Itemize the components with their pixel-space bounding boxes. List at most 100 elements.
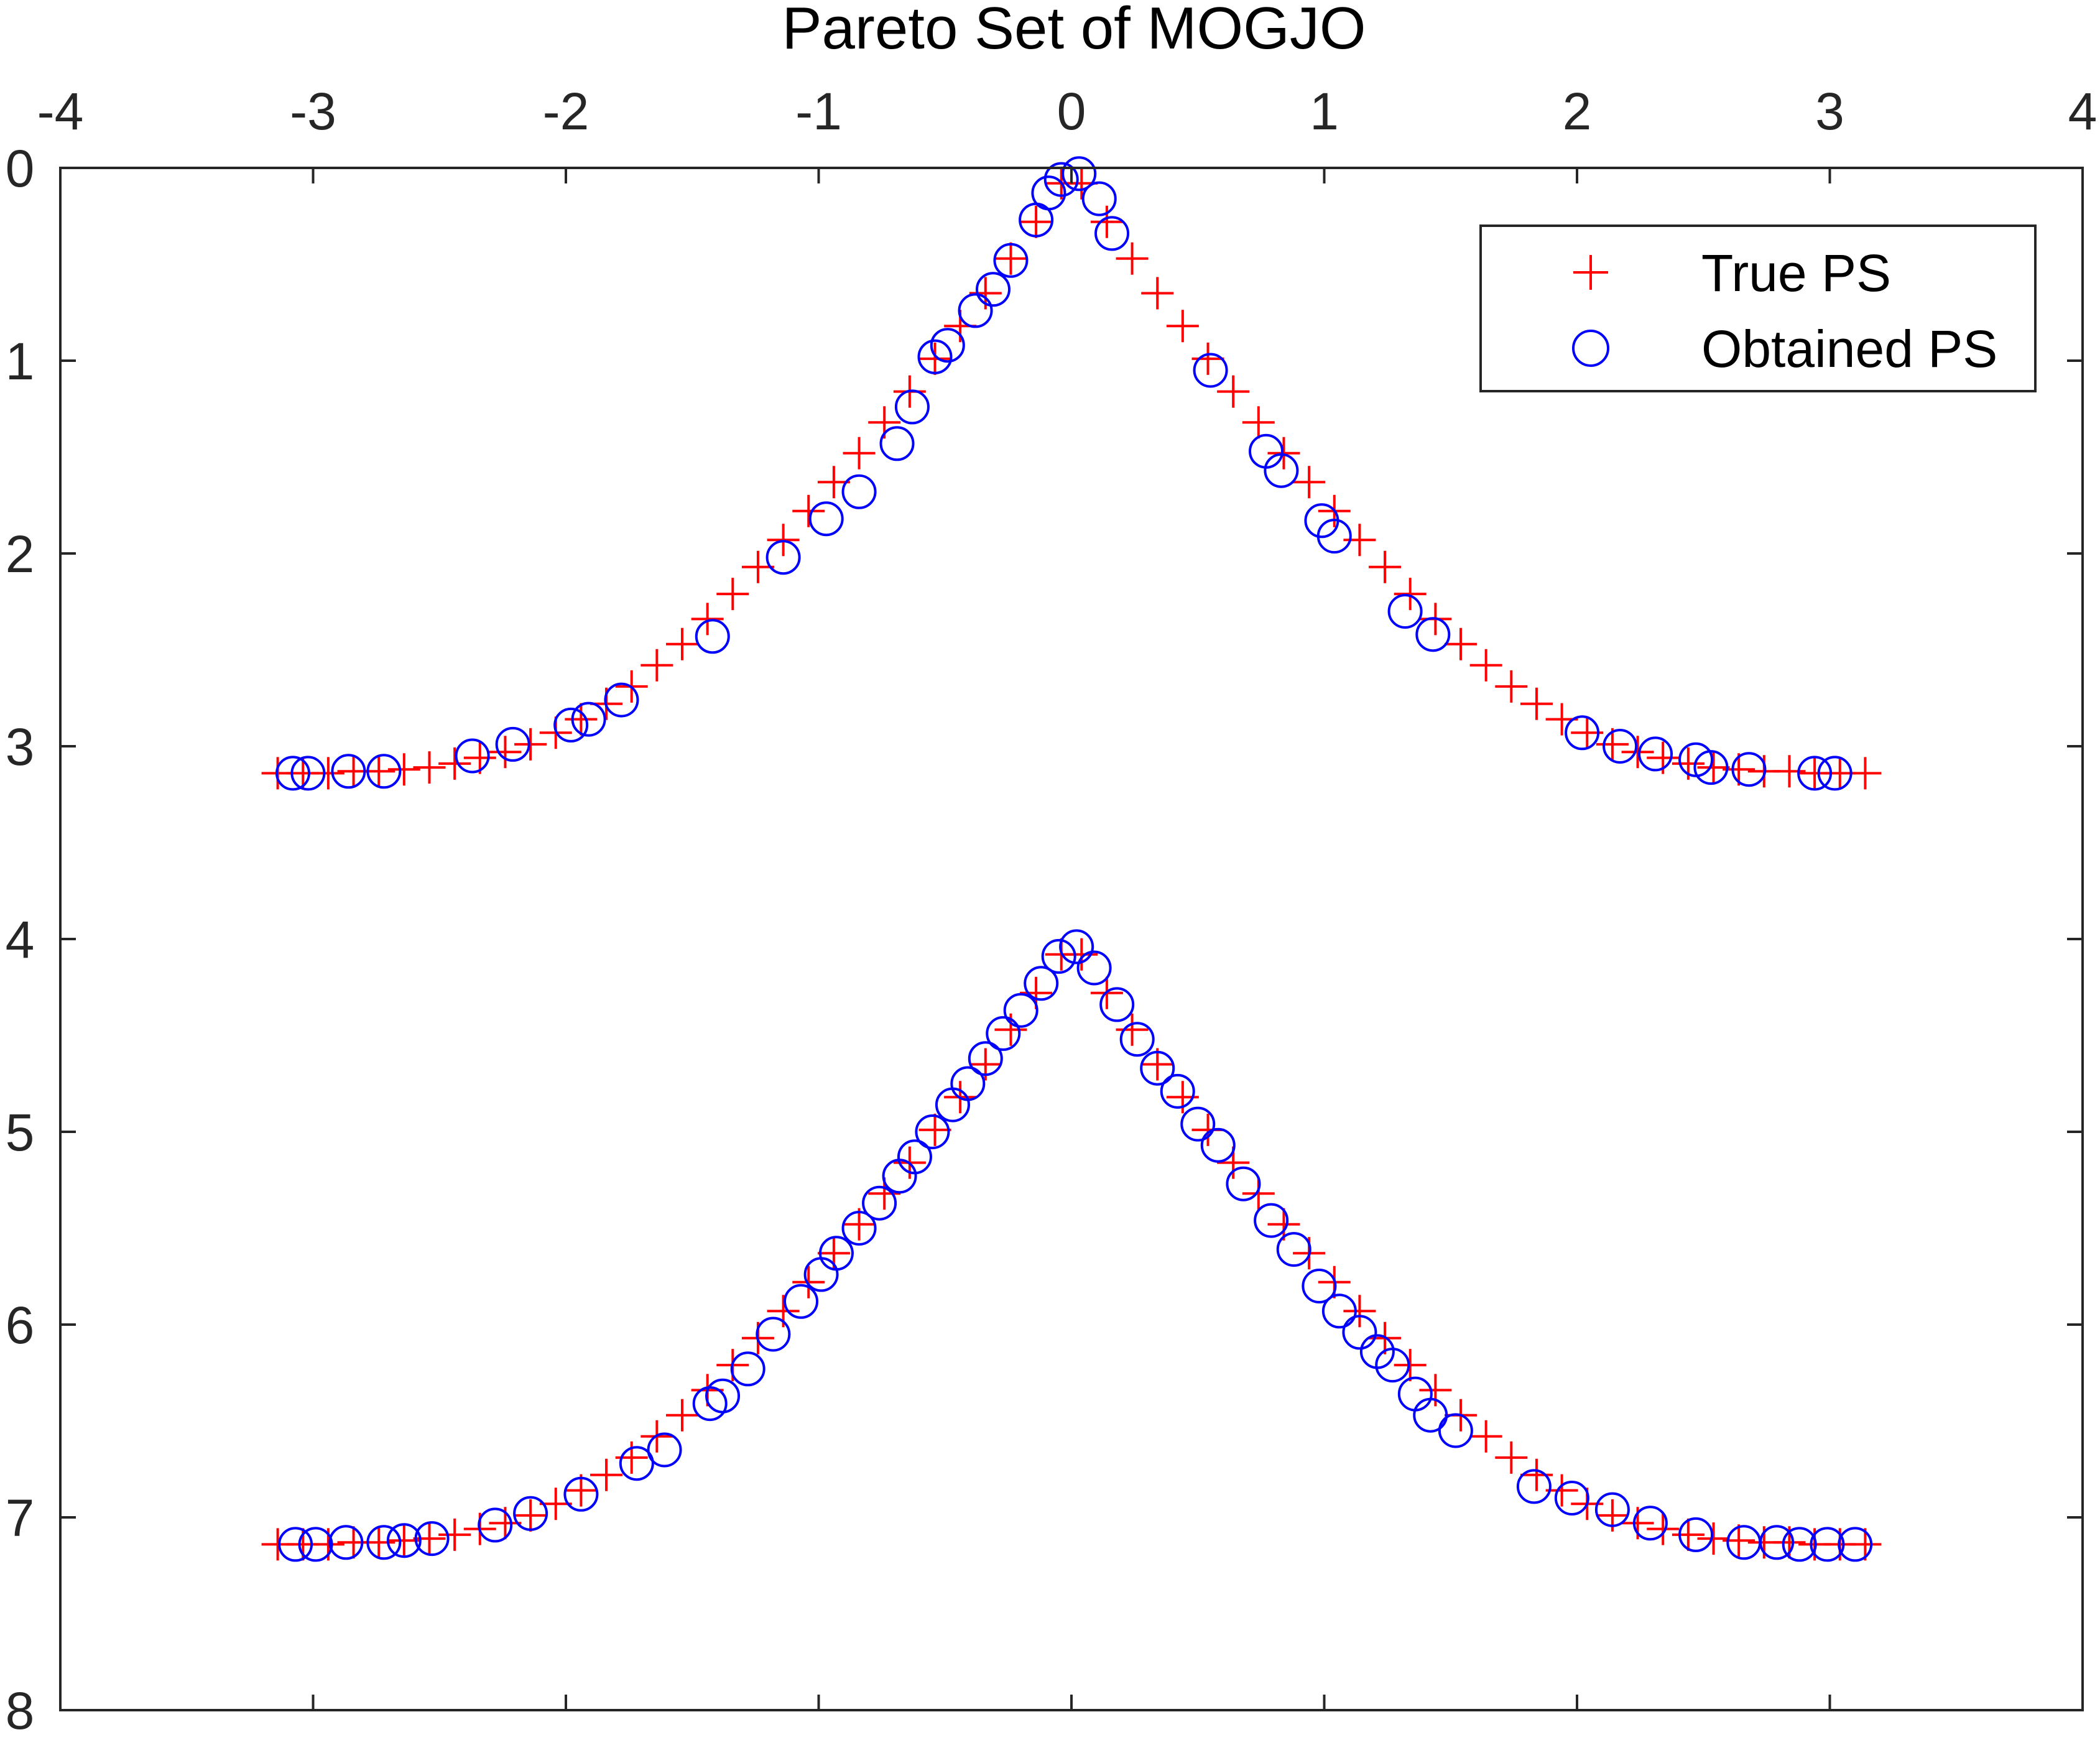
obtained-ps-point — [975, 272, 1011, 307]
true-ps-point — [994, 242, 1027, 275]
true-ps-point — [918, 342, 951, 375]
obtained-ps-point — [1810, 1527, 1845, 1562]
true-ps-point — [1849, 1528, 1882, 1561]
obtained-ps-point — [862, 1185, 897, 1221]
obtained-ps-point — [818, 1236, 854, 1271]
obtained-ps-point — [1603, 729, 1638, 764]
true-ps-point — [565, 703, 598, 736]
true-ps-point — [1545, 1474, 1578, 1507]
plot-marks — [261, 156, 1882, 1562]
obtained-ps-point — [1387, 594, 1423, 629]
obtained-ps-point — [414, 1521, 450, 1557]
true-ps-point — [1020, 205, 1053, 238]
obtained-ps-point — [705, 1378, 741, 1414]
y-tick-label: 3 — [6, 718, 35, 776]
obtained-ps-point — [1678, 1517, 1714, 1552]
true-ps-point — [1369, 550, 1402, 583]
true-ps-point — [1141, 277, 1174, 310]
true-ps-point — [1773, 755, 1806, 788]
obtained-ps-point — [986, 1016, 1021, 1051]
true-ps-point — [413, 751, 446, 784]
obtained-ps-point — [275, 756, 310, 791]
obtained-ps-point — [1119, 1022, 1155, 1057]
obtained-ps-point — [1838, 1527, 1873, 1562]
obtained-ps-point — [1226, 1166, 1261, 1201]
true-ps-point — [1065, 938, 1098, 971]
obtained-ps-point — [756, 1317, 791, 1352]
obtained-ps-point — [1024, 966, 1059, 1001]
obtained-ps-point — [1438, 1413, 1473, 1448]
obtained-ps-point — [1565, 715, 1600, 751]
obtained-ps-point — [1302, 1269, 1337, 1303]
obtained-ps-point — [1632, 1506, 1668, 1541]
obtained-ps-point — [298, 1527, 333, 1562]
true-ps-point — [641, 649, 673, 682]
true-ps-point — [1267, 437, 1300, 470]
true-ps-point — [691, 603, 724, 636]
tick-labels: -4 -3 -2 -1 0 1 2 3 4 0 1 2 3 4 5 6 7 8 — [6, 82, 2098, 1740]
y-tick-label: 7 — [6, 1489, 35, 1547]
true-ps-point — [1520, 687, 1553, 720]
true-ps-point — [1217, 375, 1250, 408]
y-tick-label: 1 — [6, 332, 35, 391]
true-ps-point — [1469, 1420, 1502, 1453]
obtained-ps-point — [1200, 1127, 1236, 1163]
legend-label-true-ps: True PS — [1701, 244, 1891, 302]
true-ps-point — [463, 741, 496, 774]
true-ps-point — [665, 627, 698, 660]
true-ps-point — [1596, 728, 1629, 761]
true-ps-point — [716, 578, 749, 611]
x-tick-label: 0 — [1057, 82, 1086, 141]
true-ps-point — [514, 728, 547, 761]
obtained-ps-point — [1094, 216, 1130, 251]
obtained-ps-point — [1413, 1397, 1448, 1433]
obtained-ps-point — [513, 1496, 548, 1531]
obtained-ps-point — [993, 243, 1029, 278]
obtained-ps-point — [894, 389, 930, 425]
legend: True PS Obtained PS — [1479, 224, 2037, 392]
obtained-ps-point — [917, 339, 953, 374]
true-ps-point — [413, 1522, 446, 1555]
obtained-ps-point — [784, 1284, 819, 1319]
obtained-ps-point — [897, 1139, 932, 1175]
true-ps-point — [1116, 242, 1149, 275]
obtained-ps-point — [1554, 1481, 1589, 1516]
obtained-ps-point — [695, 619, 730, 654]
obtained-ps-point — [808, 501, 844, 537]
obtained-ps-point — [1594, 1492, 1630, 1527]
series-obtained-ps — [275, 156, 1873, 1562]
x-tick-label: 2 — [1563, 82, 1592, 141]
obtained-ps-point — [1041, 938, 1076, 974]
true-ps-point — [1394, 578, 1427, 611]
obtained-ps-point — [278, 1527, 313, 1562]
true-ps-point — [1191, 342, 1224, 375]
obtained-ps-point — [1160, 1073, 1195, 1109]
x-tick-label: 3 — [1815, 82, 1844, 141]
obtained-ps-point — [1321, 1293, 1357, 1329]
obtained-ps-point — [647, 1432, 682, 1468]
legend-label-obtained-ps: Obtained PS — [1701, 320, 1997, 378]
x-tick-label: -1 — [795, 82, 842, 141]
obtained-ps-point — [366, 754, 402, 789]
true-ps-point — [565, 1474, 598, 1507]
true-ps-point — [1647, 1512, 1680, 1545]
obtained-ps-point — [478, 1507, 513, 1543]
obtained-ps-point — [1516, 1469, 1552, 1504]
obtained-ps-point — [1817, 756, 1853, 791]
obtained-ps-point — [1782, 1527, 1817, 1562]
obtained-ps-point — [1062, 156, 1097, 192]
obtained-ps-point — [915, 1114, 950, 1149]
y-tick-label: 2 — [6, 525, 35, 583]
obtained-ps-point — [386, 1523, 422, 1558]
obtained-ps-point — [290, 756, 326, 791]
true-ps-point — [1166, 310, 1199, 343]
legend-plus-marker — [1573, 255, 1608, 290]
obtained-ps-point — [495, 726, 530, 762]
obtained-ps-point — [1264, 453, 1299, 488]
obtained-ps-point — [730, 1351, 766, 1387]
true-ps-point — [1697, 1522, 1730, 1555]
obtained-ps-point — [841, 474, 877, 509]
obtained-ps-point — [1375, 1348, 1410, 1383]
true-ps-point — [1469, 649, 1502, 682]
true-ps-point — [590, 1458, 623, 1491]
